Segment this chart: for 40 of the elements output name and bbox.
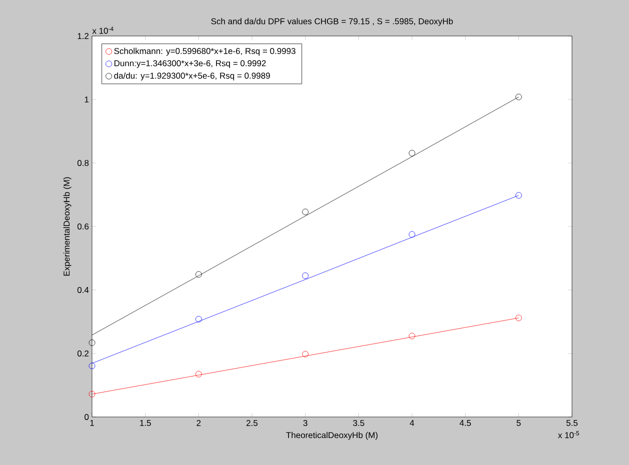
x-tick-label: 1	[90, 420, 94, 426]
y-tick-label: 1.2	[78, 33, 89, 39]
x-tick-label: 4	[410, 420, 414, 426]
y-tick-label: 0.2	[77, 350, 89, 356]
point	[195, 271, 202, 278]
text: x 10$^{-4}$	[92, 26, 114, 34]
y-axis-title: ExperimentalDeoxyHb (M)	[63, 177, 72, 276]
x-tick-label: 2.5	[246, 420, 258, 426]
x-tick-label: 3.5	[353, 420, 364, 426]
legend-label: Dunn:y=1.346300*x+3e-6, Rsq = 0.9992	[114, 60, 266, 68]
point	[88, 339, 96, 346]
point	[88, 362, 96, 370]
point	[302, 272, 309, 279]
y-tick-label: 0.8	[77, 160, 89, 166]
x-tick-label: 2	[196, 420, 201, 426]
x-tick-label: 1.5	[140, 420, 151, 426]
point	[195, 370, 202, 378]
point	[408, 231, 416, 238]
text: x 10$^{-5}$	[558, 431, 580, 438]
chart-title: Sch and da/du DPF values CHGB = 79.15 , S = .5985, DeoxyHb	[211, 18, 453, 26]
point	[515, 94, 522, 100]
x-tick-label: 5.5	[566, 420, 578, 426]
point	[408, 332, 416, 340]
y-tick-label: 0.6	[77, 223, 89, 230]
y-tick-label: 0	[84, 414, 89, 420]
y-tick-label: 0.4	[77, 286, 89, 293]
y-tick-label: 1	[84, 96, 89, 102]
x-axis-title: TheoreticalDeoxyHb (M)	[286, 432, 378, 440]
point	[88, 390, 96, 398]
legend-label: da/du: y=1.929300*x+5e-6, Rsq = 0.9989	[114, 72, 270, 80]
x-tick-label: 3	[303, 420, 308, 426]
point	[515, 192, 522, 199]
point	[195, 316, 202, 322]
point	[302, 350, 309, 358]
point	[408, 150, 416, 156]
point	[515, 314, 522, 322]
point	[302, 208, 309, 216]
x-tick-label: 4.5	[460, 420, 471, 426]
legend-label: Scholkmann: y=0.599680*x+1e-6, Rsq = 0.9993	[114, 48, 296, 56]
x-tick-label: 5	[516, 420, 521, 426]
